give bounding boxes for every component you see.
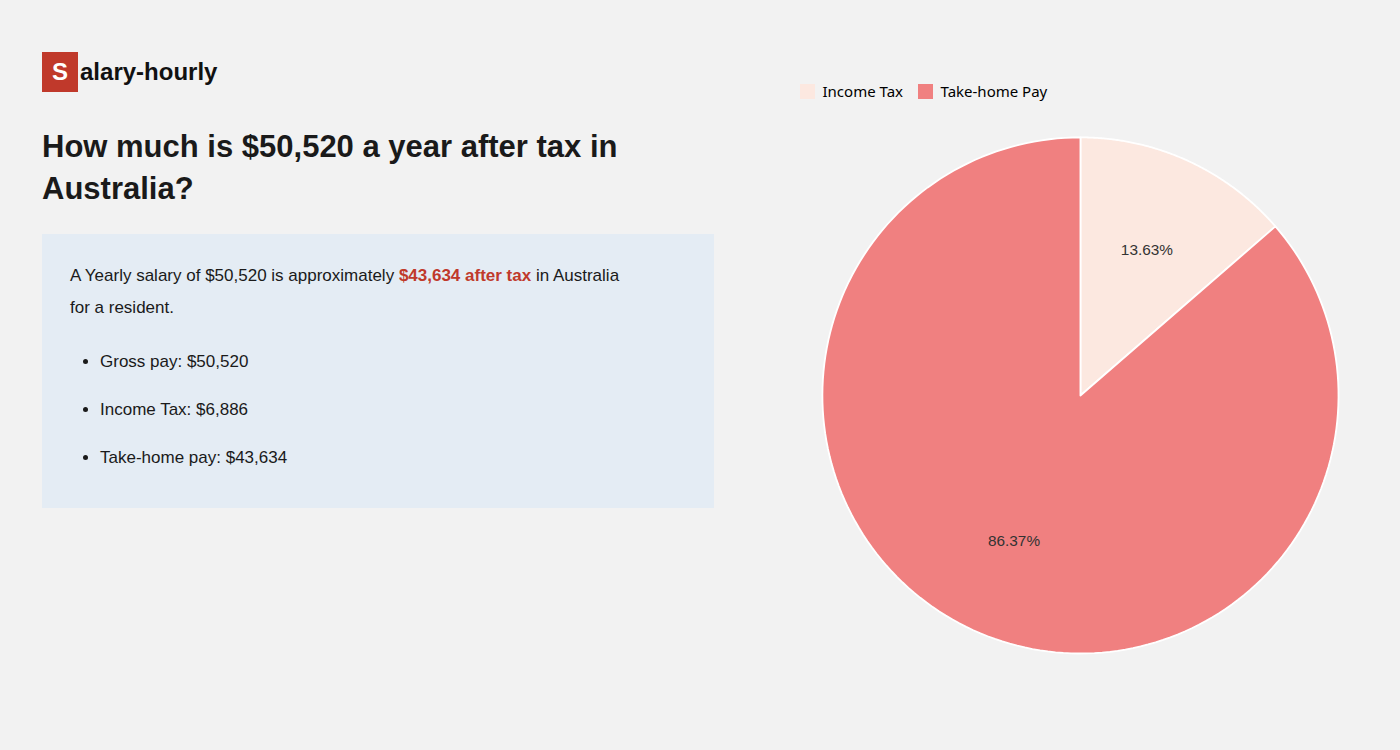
html-text:Take-home pay: $43,634: Take-home pay: $43,634: [100, 448, 288, 468]
html-text:Take-home Pay: Take-home Pay: [940, 81, 1048, 102]
html-text:A Yearly salary of $50,520 is: A Yearly salary of $50,520 is approximat…: [70, 265, 620, 317]
html-text:alary-hourly: alary-hourly: [80, 58, 218, 85]
html-text:S: S: [52, 58, 68, 85]
svg-text:86.37%: 86.37%: [988, 532, 1040, 549]
svg-text:13.63%: 13.63%: [1121, 241, 1173, 258]
html-text:How much is $50,520 a year aft: How much is $50,520 a year after tax in …: [42, 129, 618, 206]
html-text:Income Tax: $6,886: Income Tax: $6,886: [100, 400, 249, 420]
html-text:Income Tax: Income Tax: [822, 81, 903, 102]
html-text:Gross pay: $50,520: Gross pay: $50,520: [100, 352, 249, 372]
